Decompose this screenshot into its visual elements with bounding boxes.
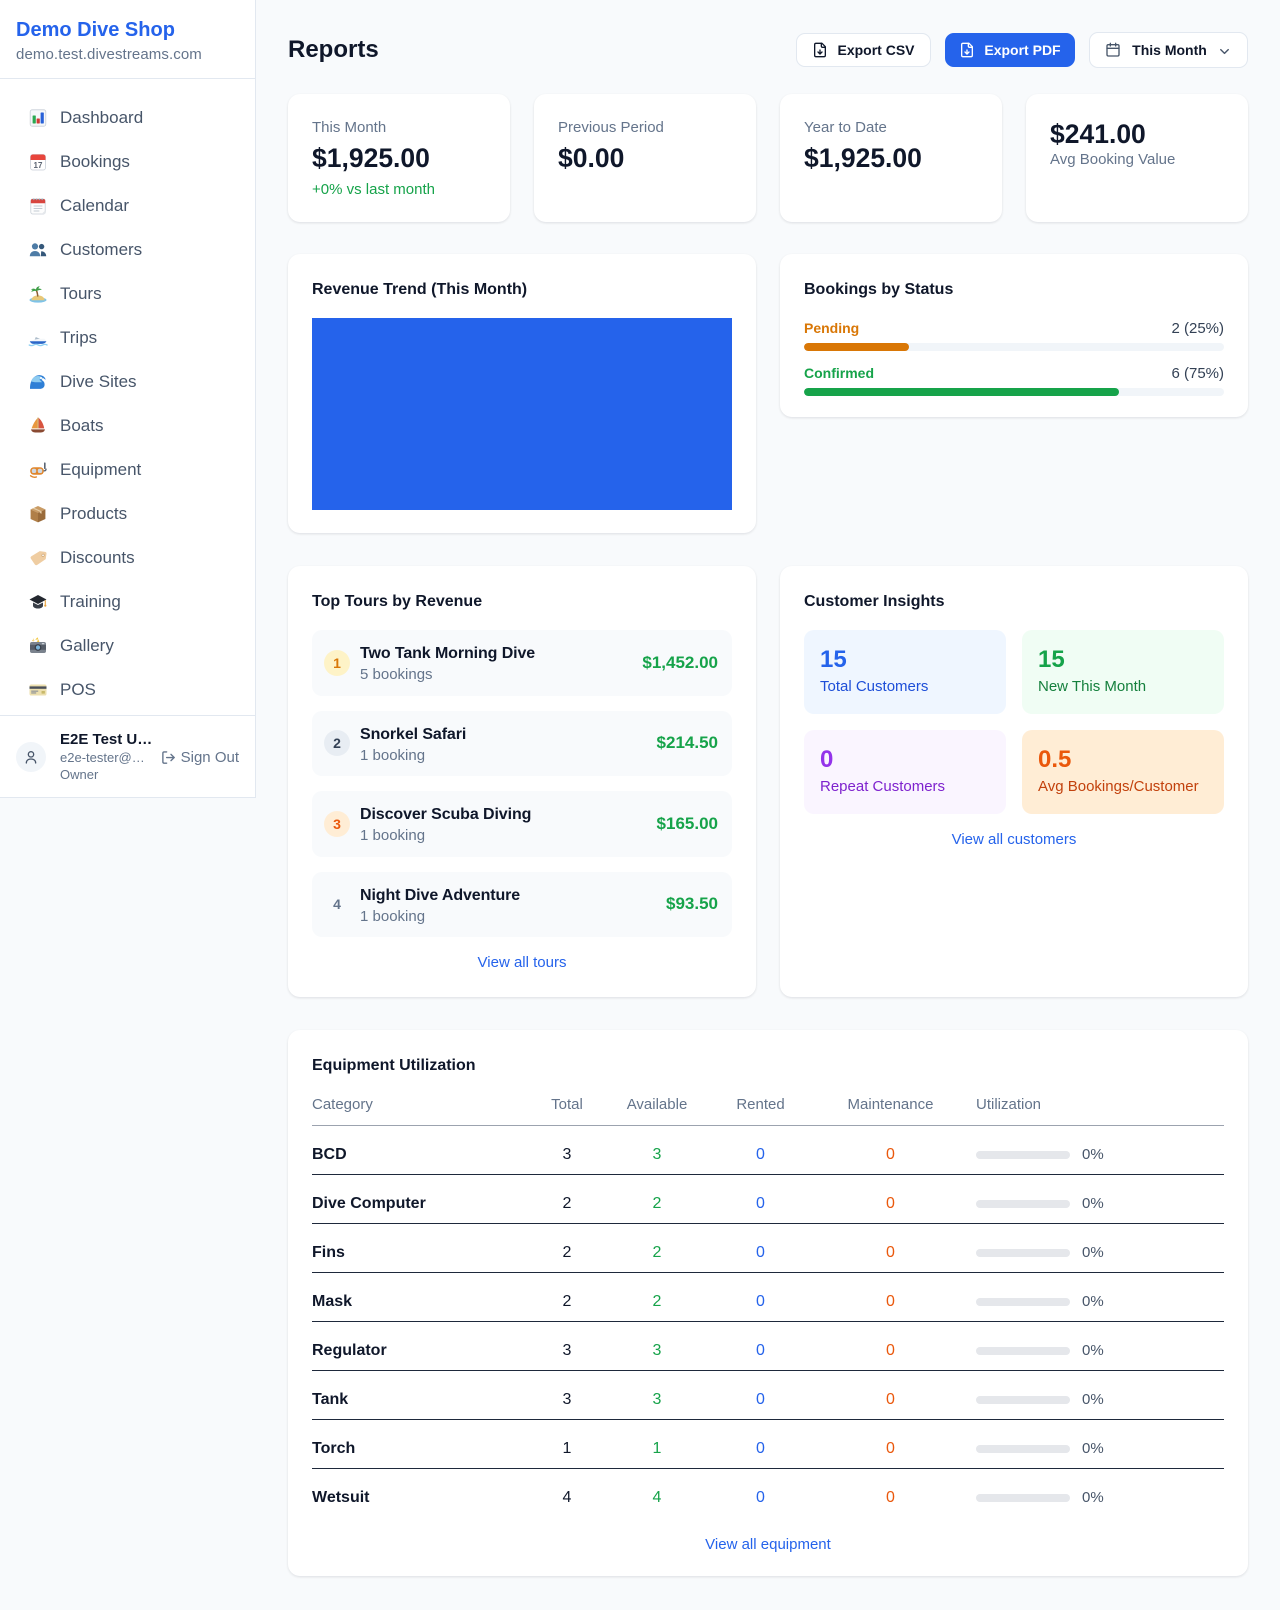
svg-text:17: 17 <box>34 161 43 170</box>
